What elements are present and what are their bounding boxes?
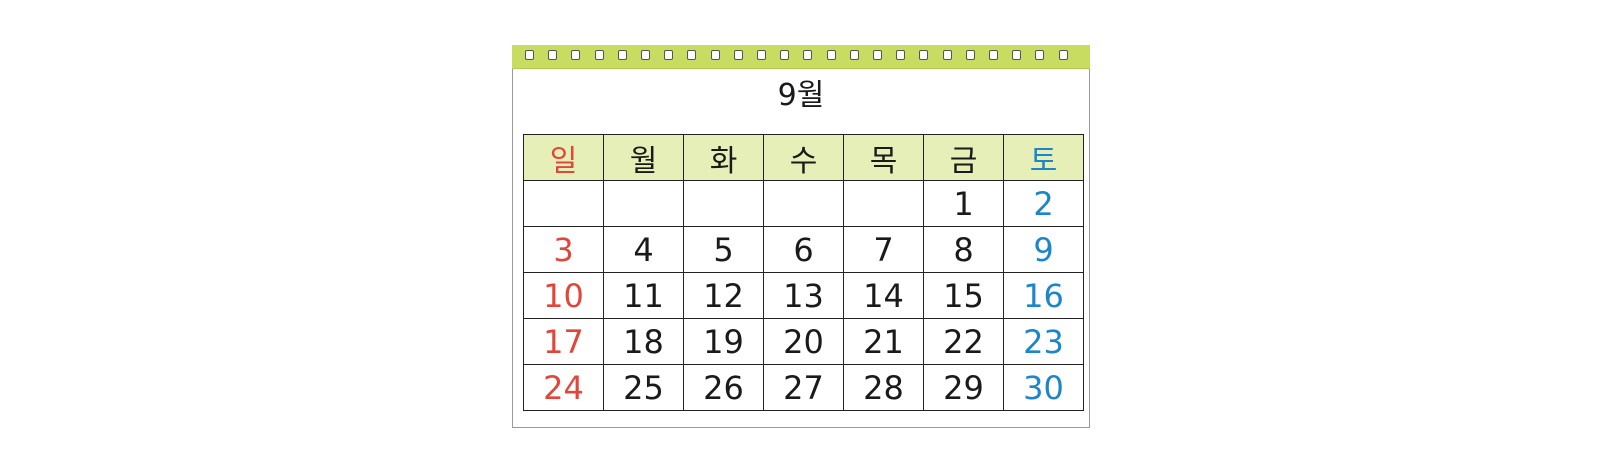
spiral-binding-ring-icon bbox=[1012, 50, 1022, 60]
spiral-binding-ring-icon bbox=[641, 50, 650, 60]
week-row: 1 2 bbox=[523, 180, 1084, 227]
weekday-wednesday: 수 bbox=[763, 134, 844, 181]
weekday-friday: 금 bbox=[923, 134, 1004, 181]
spiral-binding-ring-icon bbox=[1035, 50, 1045, 60]
day-cell: 24 bbox=[523, 364, 604, 411]
spiral-binding-ring-icon bbox=[594, 50, 604, 60]
spiral-binding-ring-icon bbox=[803, 50, 813, 60]
day-cell: 10 bbox=[523, 272, 604, 319]
calendar-page: 9월 일 월 화 수 목 금 토 1 2 bbox=[512, 45, 1090, 428]
spiral-binding-ring-icon bbox=[548, 50, 558, 60]
weekday-tuesday: 화 bbox=[683, 134, 764, 181]
day-cell bbox=[763, 180, 844, 227]
day-cell: 19 bbox=[683, 318, 764, 365]
spiral-binding-ring-icon bbox=[687, 50, 697, 60]
day-cell: 3 bbox=[523, 226, 604, 273]
day-cell: 7 bbox=[843, 226, 924, 273]
day-cell: 5 bbox=[683, 226, 764, 273]
spiral-binding-ring-icon bbox=[849, 50, 859, 60]
day-cell: 29 bbox=[923, 364, 1004, 411]
day-cell: 12 bbox=[683, 272, 764, 319]
calendar-grid: 일 월 화 수 목 금 토 1 2 3 4 5 bbox=[523, 134, 1084, 411]
spiral-binding-ring-icon bbox=[710, 50, 720, 60]
day-cell bbox=[843, 180, 924, 227]
day-cell bbox=[523, 180, 604, 227]
day-cell: 15 bbox=[923, 272, 1004, 319]
day-cell bbox=[683, 180, 764, 227]
day-cell: 26 bbox=[683, 364, 764, 411]
weekday-header-row: 일 월 화 수 목 금 토 bbox=[523, 134, 1084, 181]
day-cell: 20 bbox=[763, 318, 844, 365]
weekday-monday: 월 bbox=[603, 134, 684, 181]
spiral-binding-ring-icon bbox=[965, 50, 975, 60]
week-row: 17 18 19 20 21 22 23 bbox=[523, 318, 1084, 365]
spiral-binding bbox=[512, 45, 1090, 69]
day-cell: 14 bbox=[843, 272, 924, 319]
spiral-binding-ring-icon bbox=[919, 50, 929, 60]
week-row: 3 4 5 6 7 8 9 bbox=[523, 226, 1084, 273]
spiral-binding-ring-icon bbox=[873, 50, 882, 60]
weekday-thursday: 목 bbox=[843, 134, 924, 181]
spiral-binding-ring-icon bbox=[826, 50, 836, 60]
week-row: 10 11 12 13 14 15 16 bbox=[523, 272, 1084, 319]
spiral-binding-ring-icon bbox=[1058, 50, 1068, 60]
day-cell: 28 bbox=[843, 364, 924, 411]
day-cell: 13 bbox=[763, 272, 844, 319]
spiral-binding-ring-icon bbox=[525, 50, 534, 60]
spiral-binding-ring-icon bbox=[989, 50, 998, 60]
day-cell: 6 bbox=[763, 226, 844, 273]
day-cell: 11 bbox=[603, 272, 684, 319]
spiral-binding-ring-icon bbox=[664, 50, 674, 60]
spiral-binding-ring-icon bbox=[757, 50, 766, 60]
day-cell: 21 bbox=[843, 318, 924, 365]
day-cell: 1 bbox=[923, 180, 1004, 227]
day-cell: 2 bbox=[1003, 180, 1084, 227]
day-cell: 9 bbox=[1003, 226, 1084, 273]
day-cell: 27 bbox=[763, 364, 844, 411]
spiral-binding-ring-icon bbox=[896, 50, 906, 60]
spiral-binding-ring-icon bbox=[733, 50, 743, 60]
month-title: 9월 bbox=[777, 78, 825, 113]
week-row: 24 25 26 27 28 29 30 bbox=[523, 364, 1084, 411]
day-cell: 8 bbox=[923, 226, 1004, 273]
day-cell: 17 bbox=[523, 318, 604, 365]
day-cell: 30 bbox=[1003, 364, 1084, 411]
weekday-sunday: 일 bbox=[523, 134, 604, 181]
spiral-binding-ring-icon bbox=[617, 50, 627, 60]
spiral-binding-ring-icon bbox=[942, 50, 952, 60]
day-cell bbox=[603, 180, 684, 227]
day-cell: 4 bbox=[603, 226, 684, 273]
day-cell: 16 bbox=[1003, 272, 1084, 319]
day-cell: 22 bbox=[923, 318, 1004, 365]
spiral-binding-ring-icon bbox=[571, 50, 581, 60]
spiral-binding-ring-icon bbox=[780, 50, 790, 60]
day-cell: 23 bbox=[1003, 318, 1084, 365]
day-cell: 25 bbox=[603, 364, 684, 411]
weekday-saturday: 토 bbox=[1003, 134, 1084, 181]
day-cell: 18 bbox=[603, 318, 684, 365]
